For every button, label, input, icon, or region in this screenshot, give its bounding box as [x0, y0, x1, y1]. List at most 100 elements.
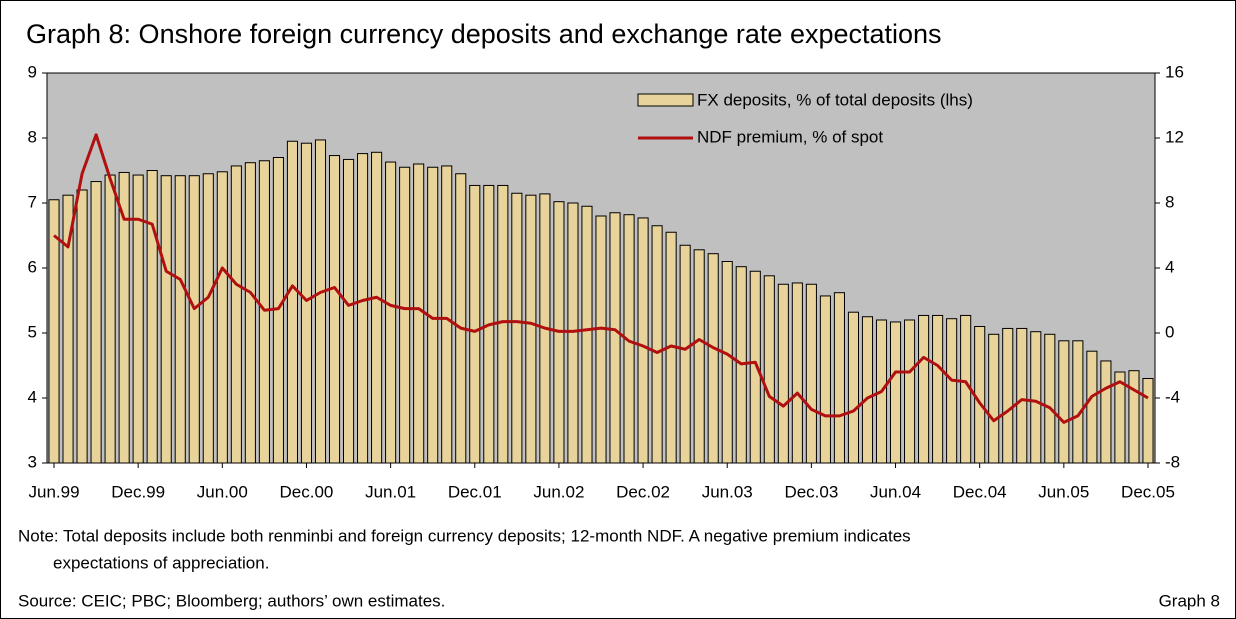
- bar: [721, 261, 733, 464]
- bar: [707, 253, 719, 464]
- x-tick-label: Jun.03: [702, 482, 753, 501]
- bar: [946, 318, 958, 464]
- x-tick-label: Dec.99: [111, 482, 165, 501]
- bar: [805, 283, 817, 464]
- bar: [651, 225, 663, 464]
- bar: [567, 202, 579, 464]
- bar: [819, 295, 831, 464]
- line: [53, 133, 1149, 424]
- bar: [160, 175, 172, 464]
- bar: [1072, 340, 1084, 464]
- bar: [847, 311, 860, 464]
- bar: [1002, 327, 1014, 464]
- note: Note: Total deposits include both renmin…: [18, 526, 911, 545]
- bar: [833, 292, 845, 464]
- bar: [104, 174, 116, 464]
- x-tick-label: Dec.04: [953, 482, 1007, 501]
- bar: [511, 192, 523, 464]
- chart-title: Graph 8: Onshore foreign currency deposi…: [26, 19, 942, 49]
- y-tick-label: 6: [28, 257, 37, 276]
- bar: [258, 160, 270, 464]
- bar: [1016, 327, 1028, 464]
- bar: [469, 184, 481, 464]
- bar: [777, 283, 789, 464]
- y2-tick-label: 16: [1165, 62, 1184, 81]
- bar: [371, 151, 383, 464]
- bar: [889, 321, 902, 464]
- bar: [1044, 333, 1056, 464]
- y-tick-label: 4: [28, 387, 37, 406]
- bar: [328, 155, 341, 464]
- bar: [791, 282, 803, 464]
- bar: [1128, 370, 1140, 464]
- x-tick-label: Dec.05: [1121, 482, 1175, 501]
- bar: [637, 217, 649, 464]
- x-tick-label: Jun.00: [197, 482, 248, 501]
- y2-tick-label: 0: [1165, 322, 1174, 341]
- bar: [918, 314, 930, 464]
- bar: [342, 158, 355, 464]
- legend-label: NDF premium, % of spot: [697, 127, 883, 146]
- bar: [385, 161, 397, 464]
- x-tick-label: Jun.04: [870, 482, 921, 501]
- bar: [90, 181, 102, 464]
- bar: [314, 139, 327, 464]
- y-tick-label: 9: [28, 62, 37, 81]
- bar: [413, 163, 425, 464]
- bar: [1086, 350, 1098, 464]
- bar: [146, 170, 158, 464]
- bar: [988, 333, 1000, 464]
- bar: [904, 319, 916, 464]
- bar: [525, 194, 537, 464]
- x-tick-label: Jun.05: [1038, 482, 1089, 501]
- y2-tick-label: -4: [1165, 387, 1180, 406]
- y-tick-label: 8: [28, 127, 37, 146]
- bar: [357, 153, 369, 464]
- bar: [1058, 340, 1070, 464]
- bar: [455, 173, 467, 464]
- bar: [174, 175, 186, 464]
- bar: [286, 140, 298, 464]
- bar: [399, 166, 411, 464]
- plot-border: [46, 72, 1156, 464]
- x-tick-label: Dec.03: [784, 482, 838, 501]
- graph-label: Graph 8: [1159, 591, 1220, 610]
- bar: [497, 184, 509, 464]
- bar: [581, 205, 593, 464]
- x-tick-label: Dec.01: [448, 482, 502, 501]
- x-tick-label: Jun.01: [365, 482, 416, 501]
- bar: [609, 212, 621, 464]
- bar: [679, 244, 691, 464]
- bar: [1030, 331, 1042, 464]
- y-tick-label: 5: [28, 322, 37, 341]
- bar: [974, 326, 986, 464]
- bar: [595, 215, 607, 464]
- bar: [244, 162, 256, 464]
- source: Source: CEIC; PBC; Bloomberg; authors’ o…: [18, 591, 445, 610]
- bar: [1100, 360, 1112, 464]
- x-tick-label: Jun.99: [28, 482, 79, 501]
- bar: [1114, 371, 1126, 464]
- y-tick-label: 3: [28, 452, 37, 471]
- note: expectations of appreciation.: [53, 553, 269, 572]
- x-tick-label: Jun.02: [533, 482, 584, 501]
- y2-tick-label: 4: [1165, 257, 1174, 276]
- bar: [300, 142, 313, 464]
- bar: [188, 175, 200, 464]
- bar: [861, 316, 874, 464]
- bar: [932, 314, 944, 464]
- bar: [1142, 378, 1154, 464]
- legend-label: FX deposits, % of total deposits (lhs): [697, 90, 973, 109]
- bar: [76, 189, 88, 464]
- y2-tick-label: 12: [1165, 127, 1184, 146]
- bar: [202, 173, 214, 464]
- x-tick-label: Dec.00: [280, 482, 334, 501]
- bar: [216, 171, 228, 464]
- x-tick-label: Dec.02: [616, 482, 670, 501]
- legend-swatch: [637, 93, 694, 107]
- bar: [230, 165, 242, 464]
- y2-tick-label: 8: [1165, 192, 1174, 211]
- bar: [441, 165, 453, 464]
- y-tick-label: 7: [28, 192, 37, 211]
